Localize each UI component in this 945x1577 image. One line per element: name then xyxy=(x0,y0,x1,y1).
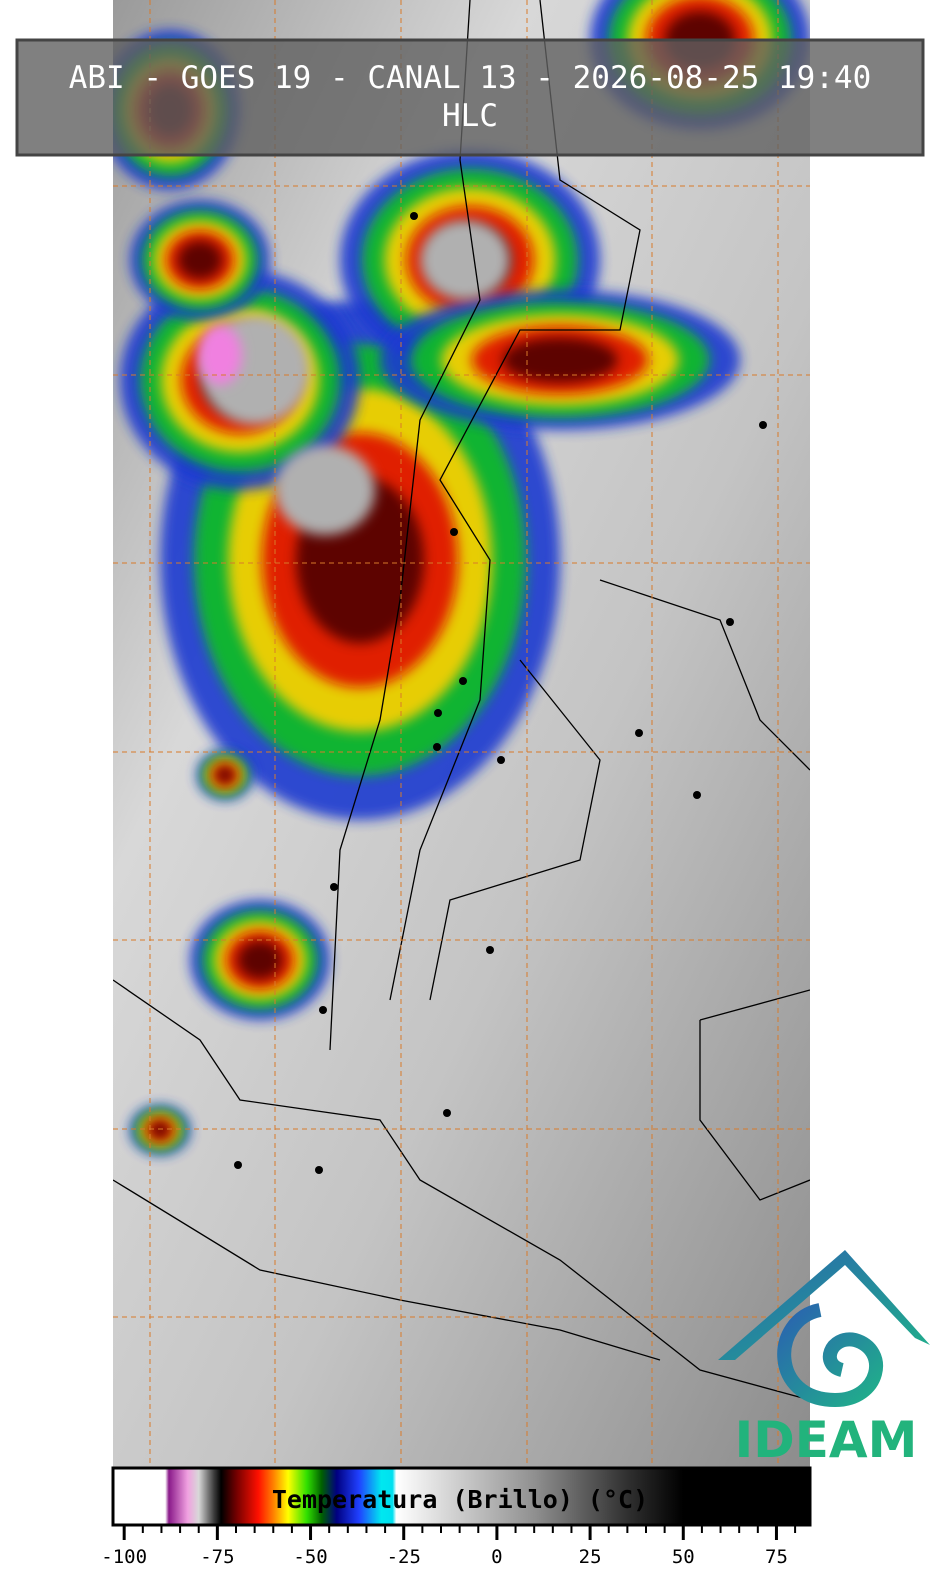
cloud xyxy=(216,767,234,783)
title-line: HLC xyxy=(442,98,498,134)
cloud xyxy=(420,220,510,300)
logo-text: IDEAM xyxy=(735,1411,918,1469)
tick-label: -100 xyxy=(101,1546,147,1568)
cloud xyxy=(275,445,375,535)
tick-label: -75 xyxy=(200,1546,234,1568)
logo: IDEAM xyxy=(718,1250,930,1469)
cities xyxy=(234,212,767,1174)
cloud xyxy=(502,337,618,383)
title-line: ABI - GOES 19 - CANAL 13 - 2026-08-25 19… xyxy=(69,60,872,96)
graticule xyxy=(113,0,810,1467)
tick-label: -25 xyxy=(387,1546,421,1568)
tick-label: 25 xyxy=(579,1546,602,1568)
colorbar-ramp xyxy=(111,1466,812,1527)
tick-label: 50 xyxy=(672,1546,695,1568)
title-box: ABI - GOES 19 - CANAL 13 - 2026-08-25 19… xyxy=(15,38,925,157)
tick-label: -50 xyxy=(293,1546,327,1568)
tick-label: 75 xyxy=(765,1546,788,1568)
cloud xyxy=(177,240,223,280)
colorbar-label: Temperatura (Brillo) (°C) xyxy=(272,1485,648,1514)
cloud xyxy=(150,1122,170,1138)
cloud xyxy=(198,325,242,385)
colorbar: Temperatura (Brillo) (°C) -100 -75 -50 -25 0… xyxy=(101,1466,812,1568)
cloud xyxy=(237,940,283,980)
borders xyxy=(113,0,810,1401)
satellite-map xyxy=(113,0,810,1467)
tick-label: 0 xyxy=(491,1546,502,1568)
